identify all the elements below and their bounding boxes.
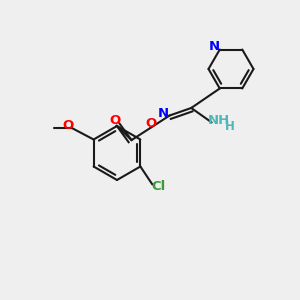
Text: O: O: [110, 114, 121, 127]
Text: N: N: [158, 107, 169, 121]
Text: O: O: [62, 119, 73, 132]
Text: Cl: Cl: [152, 180, 166, 194]
Text: O: O: [145, 117, 156, 130]
Text: N: N: [209, 40, 220, 53]
Text: NH: NH: [208, 114, 230, 128]
Text: H: H: [225, 120, 235, 134]
